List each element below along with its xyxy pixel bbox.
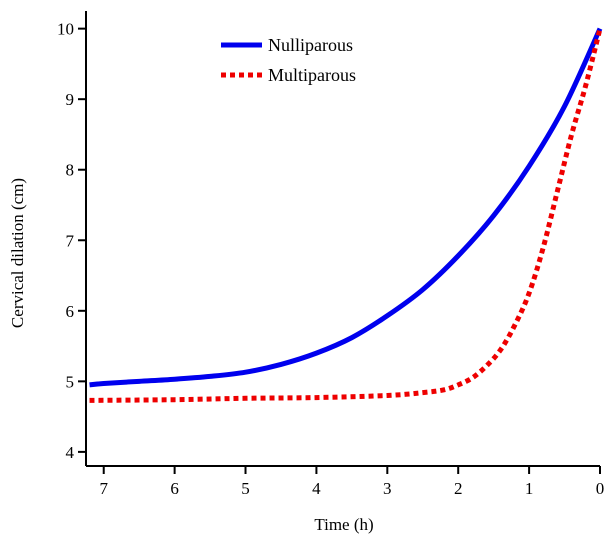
y-tick-label: 10	[57, 20, 74, 39]
x-tick-label: 4	[312, 479, 321, 498]
x-tick-label: 3	[383, 479, 392, 498]
x-axis-label: Time (h)	[314, 515, 373, 534]
y-tick-label: 4	[66, 443, 75, 462]
x-tick-label: 7	[99, 479, 108, 498]
y-tick-label: 7	[66, 231, 75, 250]
x-tick-label: 5	[241, 479, 250, 498]
y-tick-label: 9	[66, 90, 75, 109]
x-tick-label: 6	[170, 479, 179, 498]
y-tick-label: 8	[66, 161, 75, 180]
x-tick-label: 1	[525, 479, 534, 498]
y-tick-label: 6	[66, 302, 75, 321]
axes	[85, 11, 600, 467]
x-tick-label: 0	[596, 479, 605, 498]
series-line-multiparous	[89, 28, 603, 403]
legend: Nulliparous Multiparous	[221, 35, 356, 85]
legend-label-multiparous: Multiparous	[268, 65, 356, 85]
y-tick-label: 5	[66, 372, 75, 391]
y-axis-label: Cervical dilation (cm)	[8, 178, 27, 328]
series-line-nulliparous	[89, 27, 603, 388]
x-axis-ticks: 7 6 5 4 3 2 1 0	[99, 466, 604, 498]
legend-label-nulliparous: Nulliparous	[268, 35, 353, 55]
x-tick-label: 2	[454, 479, 463, 498]
series-lines	[89, 27, 603, 403]
y-axis-ticks: 4 5 6 7 8 9 10	[57, 20, 86, 462]
